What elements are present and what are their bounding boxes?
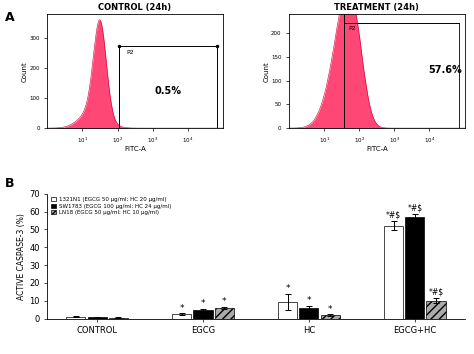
Bar (320, 315, 340, 319)
Text: A: A (5, 11, 14, 24)
Text: *: * (201, 299, 205, 308)
Y-axis label: Count: Count (22, 61, 28, 81)
Bar (215, 308, 234, 319)
Text: *: * (222, 297, 227, 306)
Text: *#$: *#$ (428, 288, 444, 297)
Text: P2: P2 (349, 27, 356, 32)
Text: 57.6%: 57.6% (428, 65, 463, 75)
Y-axis label: ACTIVE CASPASE-3 (%): ACTIVE CASPASE-3 (%) (18, 213, 27, 299)
Text: *: * (180, 304, 184, 313)
Bar (278, 302, 297, 319)
X-axis label: FITC-A: FITC-A (366, 147, 388, 153)
Title: TREATMENT (24h): TREATMENT (24h) (335, 3, 419, 12)
Text: P2: P2 (126, 50, 134, 55)
Bar (88, 317, 107, 319)
Text: *: * (285, 284, 290, 293)
Bar (427, 301, 446, 319)
Text: B: B (5, 177, 14, 190)
Text: *: * (307, 296, 311, 306)
Y-axis label: Count: Count (264, 61, 270, 81)
Title: CONTROL (24h): CONTROL (24h) (99, 3, 172, 12)
Text: 0.5%: 0.5% (155, 86, 182, 96)
Text: *: * (328, 304, 332, 314)
Bar (66, 317, 85, 319)
Text: *#$: *#$ (407, 204, 422, 213)
Bar (172, 314, 191, 319)
Bar (109, 318, 128, 319)
Bar (405, 217, 424, 319)
Bar (119, 46, 218, 128)
Bar (300, 308, 319, 319)
Bar (384, 226, 403, 319)
Legend: 1321N1 (EGCG 50 μg/ml; HC 20 μg/ml), SW1783 (EGCG 100 μg/ml; HC 24 μg/ml), LN18 : 1321N1 (EGCG 50 μg/ml; HC 20 μg/ml), SW1… (50, 196, 172, 216)
Text: *#$: *#$ (386, 211, 401, 220)
X-axis label: FITC-A: FITC-A (124, 147, 146, 153)
Bar (193, 310, 212, 319)
